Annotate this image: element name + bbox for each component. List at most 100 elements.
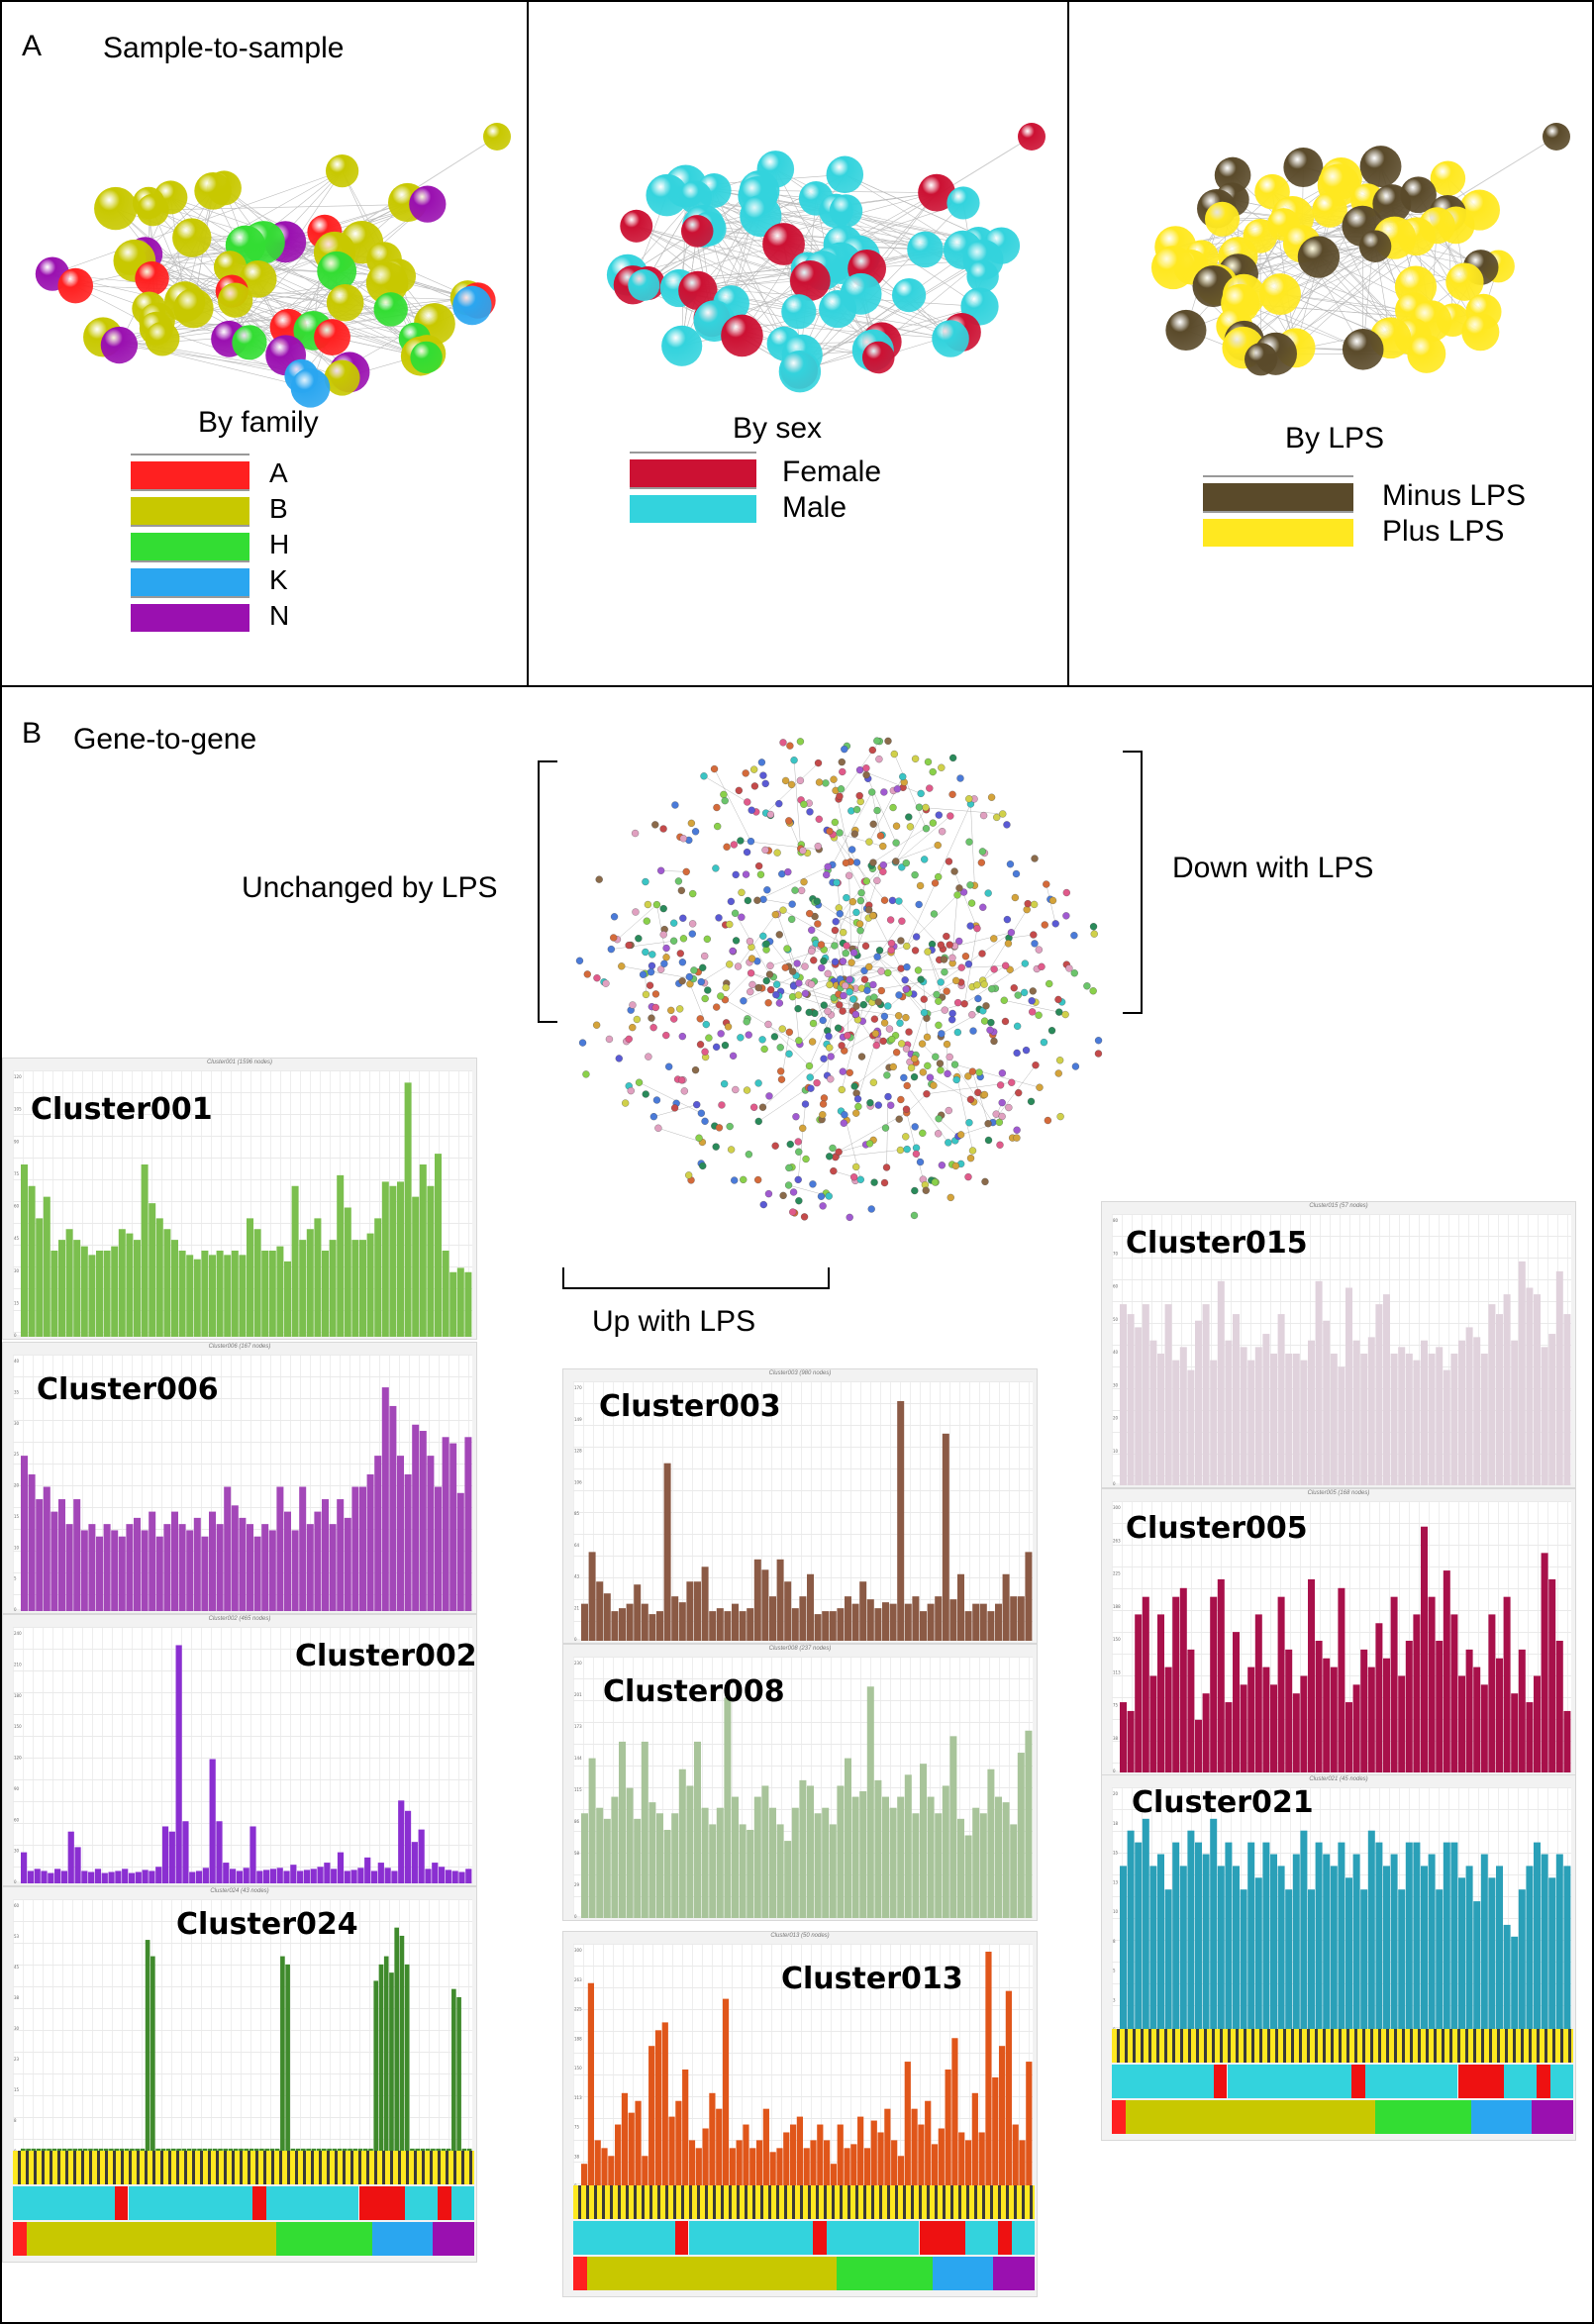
gene-edge: [793, 759, 801, 850]
gene-node: [745, 1151, 753, 1159]
y-tick-label: 60: [14, 1817, 20, 1822]
gene-node: [966, 1155, 975, 1162]
cluster-bar: [31, 2148, 37, 2153]
gene-node: [754, 983, 762, 992]
y-tick-label: 225: [574, 2007, 582, 2012]
cluster-bar: [971, 2092, 978, 2187]
y-tick-label: 30: [14, 1421, 20, 1426]
cluster-bar: [1164, 1889, 1172, 2031]
network-node: [314, 319, 350, 355]
gene-node: [697, 1109, 706, 1117]
legend-swatch: [131, 489, 249, 525]
family-strip-segment: [275, 2222, 373, 2256]
cluster-bar: [233, 2148, 239, 2153]
gene-node: [1020, 988, 1029, 997]
unchanged-bracket: [538, 760, 557, 1023]
cluster-bar: [998, 2046, 1006, 2187]
cluster-bar: [1172, 1360, 1180, 1485]
gene-node: [852, 1109, 860, 1117]
y-tick-label: 10: [14, 1545, 20, 1550]
cluster-bar: [1450, 1614, 1458, 1772]
gene-node: [654, 1124, 662, 1132]
lps-strip: [573, 2185, 1035, 2219]
cluster-bar: [891, 2140, 898, 2187]
y-tick-label: 188: [574, 2036, 582, 2041]
gene-node: [967, 899, 976, 907]
gene-node: [701, 952, 709, 960]
cluster-subtitle: Cluster001 (1596 nodes): [206, 1060, 273, 1065]
cluster-bar: [1172, 1842, 1180, 2031]
gene-edge: [906, 876, 939, 947]
cluster-bar: [761, 1569, 769, 1641]
cluster-bar: [108, 1871, 115, 1883]
cluster-bar: [26, 2148, 31, 2153]
gene-node: [1089, 923, 1098, 931]
cluster-bar: [1526, 1287, 1534, 1485]
gene-node: [781, 776, 790, 785]
gene-node: [987, 1019, 995, 1027]
cluster-bar: [1300, 1360, 1308, 1485]
cluster-bar: [701, 1566, 709, 1641]
gene-node: [1044, 1116, 1052, 1125]
cluster-bar: [1195, 1719, 1202, 1772]
cluster-bar: [1285, 1889, 1293, 2031]
network-node: [373, 292, 408, 327]
gene-node: [952, 976, 960, 985]
cluster-bar: [747, 1829, 754, 1918]
network-node: [781, 294, 817, 330]
gene-node: [973, 981, 981, 989]
cluster-bar: [866, 1599, 874, 1641]
gene-node: [702, 1020, 710, 1029]
gene-node: [1005, 1103, 1013, 1112]
gene-node: [826, 1044, 834, 1052]
cluster-subtitle: Cluster003 (980 nodes): [768, 1370, 832, 1376]
gene-node: [750, 765, 758, 773]
gene-node: [813, 897, 821, 905]
family-strip-segment: [933, 2257, 994, 2290]
network-node: [409, 185, 447, 223]
cluster-bar: [134, 1517, 141, 1611]
network-node: [946, 186, 980, 220]
cluster-bar: [314, 1511, 322, 1611]
cluster-bar: [109, 2148, 114, 2153]
cluster-plot-area: 0 15 30 45 60 75 90 105 120: [13, 1070, 472, 1337]
cluster-bar: [722, 1998, 730, 2187]
y-tick-label: 20: [1113, 1416, 1119, 1421]
cluster-bar: [1002, 1573, 1010, 1641]
cluster-bar: [995, 1796, 1002, 1918]
gene-node: [796, 738, 805, 746]
cluster-bar: [654, 2030, 662, 2187]
gene-node: [836, 910, 844, 918]
cluster-bar: [1017, 1596, 1025, 1641]
gene-node: [744, 896, 752, 905]
y-tick-label: 70: [1113, 1251, 1119, 1256]
gene-node: [1015, 1089, 1023, 1097]
cluster-bar: [412, 1424, 420, 1611]
gene-node: [747, 969, 755, 977]
gene-node: [742, 870, 750, 878]
gene-node: [834, 1024, 843, 1032]
cluster-bar: [145, 1940, 150, 2153]
gene-node: [651, 1003, 659, 1012]
cluster-bar: [1436, 1641, 1444, 1772]
gene-node: [902, 1045, 911, 1053]
network-node: [137, 193, 169, 227]
cluster-chart-cluster005: Cluster005 (168 nodes) 0 38 75 113 150 188 225 2…: [1101, 1488, 1576, 1775]
cluster-bar: [344, 1517, 351, 1611]
gene-node: [1031, 855, 1039, 862]
cluster-bar: [1270, 1684, 1277, 1772]
cluster-bar: [1428, 1854, 1436, 2031]
cluster-bar: [957, 1573, 964, 1641]
cluster-bar: [897, 2156, 905, 2187]
network-node: [325, 154, 359, 188]
gene-node: [855, 920, 864, 928]
gene-edge: [714, 768, 751, 842]
gene-node: [786, 742, 794, 750]
y-tick-label: 38: [1113, 1736, 1119, 1741]
network-node: [932, 320, 969, 357]
cluster-bar: [1179, 1587, 1187, 1772]
gene-node: [932, 1053, 940, 1061]
cluster-bar: [389, 1185, 397, 1337]
y-tick-label: 0: [574, 1637, 577, 1641]
gene-node: [1070, 969, 1078, 977]
